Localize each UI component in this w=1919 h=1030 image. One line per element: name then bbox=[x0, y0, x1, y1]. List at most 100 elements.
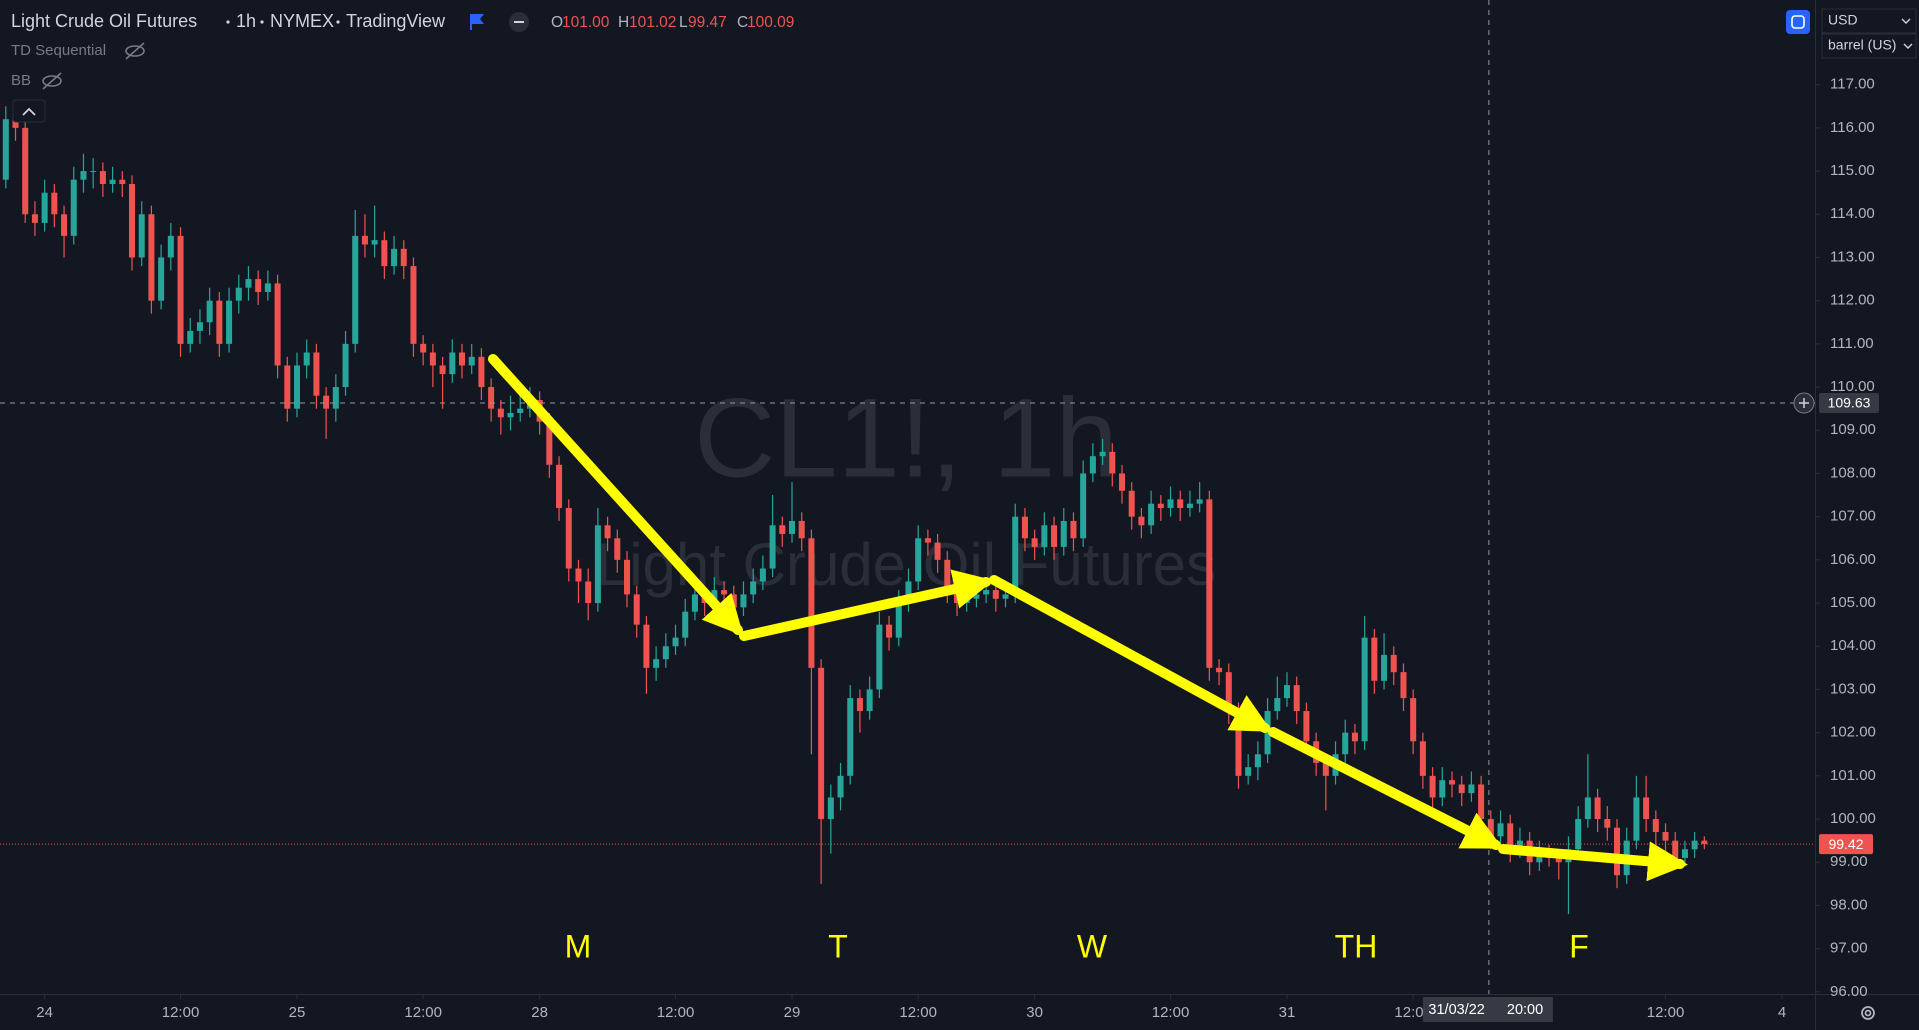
candle-body bbox=[565, 508, 572, 569]
interval[interactable]: 1h bbox=[236, 11, 256, 31]
candle-body bbox=[468, 356, 475, 366]
candle-body bbox=[1633, 797, 1640, 841]
candle-body bbox=[886, 624, 893, 638]
auto-scale-button[interactable] bbox=[1786, 10, 1810, 34]
x-tick-label: 12:00 bbox=[1647, 1004, 1685, 1021]
candle-body bbox=[497, 408, 504, 418]
candle-body bbox=[1002, 594, 1009, 599]
candle-body bbox=[614, 538, 621, 560]
x-tick-label: 24 bbox=[36, 1004, 53, 1021]
day-label: W bbox=[1077, 928, 1108, 964]
candle-body bbox=[1613, 827, 1621, 876]
y-tick-label: 104.00 bbox=[1830, 637, 1876, 654]
flag-icon[interactable] bbox=[470, 14, 484, 30]
readout-value: 100.09 bbox=[747, 14, 794, 31]
candle-body bbox=[517, 408, 524, 413]
candle-body bbox=[963, 598, 970, 604]
candle-body bbox=[99, 171, 106, 185]
candle-body bbox=[1468, 784, 1475, 794]
candle-body bbox=[1555, 857, 1562, 863]
add-alert-icon bbox=[1799, 398, 1809, 409]
candle-body bbox=[1051, 525, 1058, 547]
candle-body bbox=[672, 637, 679, 647]
candle-body bbox=[1138, 516, 1145, 526]
settings-icon[interactable] bbox=[1861, 1006, 1875, 1020]
candle-body bbox=[992, 590, 999, 599]
candle-body bbox=[662, 646, 669, 660]
candle-body bbox=[1109, 451, 1116, 474]
trend-arrows bbox=[488, 354, 1688, 882]
candle-body bbox=[788, 520, 796, 534]
candle-body bbox=[1497, 823, 1504, 837]
candle-body bbox=[847, 698, 854, 776]
crosshair-price-tag bbox=[1819, 393, 1879, 414]
separator bbox=[336, 20, 340, 24]
candle-body bbox=[1381, 654, 1388, 681]
indicator-name[interactable]: TD Sequential bbox=[11, 42, 106, 59]
unit-dropdown[interactable] bbox=[1821, 33, 1917, 59]
candle-body bbox=[478, 356, 485, 388]
candle-body bbox=[934, 542, 941, 560]
candle-body bbox=[818, 667, 825, 820]
y-tick-label: 111.00 bbox=[1830, 335, 1874, 352]
y-tick-label: 114.00 bbox=[1830, 205, 1875, 222]
candle-body bbox=[420, 343, 427, 353]
y-tick-label: 105.00 bbox=[1830, 594, 1876, 611]
eye-off-icon[interactable] bbox=[42, 72, 62, 90]
y-tick-label: 117.00 bbox=[1830, 76, 1875, 93]
candle-body bbox=[507, 412, 514, 418]
x-tick-label: 12:00 bbox=[1152, 1004, 1190, 1021]
candle-body bbox=[827, 797, 834, 820]
day-label: TH bbox=[1335, 928, 1378, 964]
last-price-tag bbox=[1819, 834, 1873, 855]
candle-body bbox=[216, 300, 223, 344]
crosshair-date-label: 31/03/22 bbox=[1428, 1002, 1484, 1018]
candle-body bbox=[750, 581, 757, 595]
symbol-name[interactable]: Light Crude Oil Futures bbox=[11, 11, 197, 31]
candle-body bbox=[905, 581, 912, 604]
arrow bbox=[739, 569, 994, 641]
candle-body bbox=[1691, 840, 1698, 850]
currency-dropdown[interactable] bbox=[1821, 8, 1917, 34]
candle-body bbox=[31, 214, 38, 223]
candle-body bbox=[2, 119, 9, 180]
day-annotations: M T W TH F bbox=[565, 928, 1589, 964]
x-tick-label: 12:00 bbox=[899, 1004, 937, 1021]
candle-body bbox=[1021, 516, 1028, 539]
candle-body bbox=[274, 283, 281, 366]
candle-body bbox=[313, 352, 320, 396]
indicator-name[interactable]: BB bbox=[11, 72, 31, 89]
watermark-symbol: CL1!, 1h bbox=[694, 376, 1117, 501]
day-label: M bbox=[565, 928, 592, 964]
candle-body bbox=[1206, 499, 1213, 668]
candle-body bbox=[1274, 698, 1281, 712]
candle-body bbox=[594, 525, 601, 604]
y-tick-label: 113.00 bbox=[1830, 248, 1875, 265]
eye-off-icon[interactable] bbox=[125, 42, 145, 60]
x-tick-label: 29 bbox=[784, 1004, 801, 1021]
axes: 96.00 97.00 98.00 99.00 100.00 101.00 102.00 10… bbox=[36, 76, 1879, 1022]
candle-body bbox=[546, 421, 553, 465]
collapse-button[interactable] bbox=[12, 99, 46, 123]
candle-body bbox=[1478, 784, 1485, 820]
candle-body bbox=[1681, 849, 1688, 858]
dropdown-caret bbox=[1903, 43, 1913, 49]
candle-body bbox=[342, 343, 349, 388]
candle-body bbox=[643, 624, 650, 668]
candle-body bbox=[1448, 780, 1456, 785]
candle-body bbox=[623, 559, 631, 595]
candle-body bbox=[759, 568, 766, 582]
arrow bbox=[1268, 727, 1504, 850]
candle-body bbox=[177, 235, 184, 344]
candle-body bbox=[293, 365, 301, 409]
candle-body bbox=[721, 590, 728, 595]
watermark: CL1!, 1h Light Crude Oil Futures bbox=[596, 376, 1216, 598]
candle-body bbox=[109, 179, 116, 185]
day-label: F bbox=[1569, 928, 1589, 964]
candle-body bbox=[691, 594, 698, 612]
candle-body bbox=[779, 525, 786, 534]
candle-body bbox=[1070, 520, 1077, 539]
candle-body bbox=[1196, 499, 1203, 504]
